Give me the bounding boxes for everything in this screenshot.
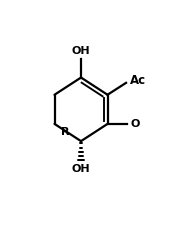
- Text: OH: OH: [72, 46, 90, 56]
- Text: Ac: Ac: [130, 74, 146, 87]
- Text: OH: OH: [72, 164, 90, 174]
- Text: O: O: [131, 119, 140, 129]
- Text: R: R: [61, 127, 69, 137]
